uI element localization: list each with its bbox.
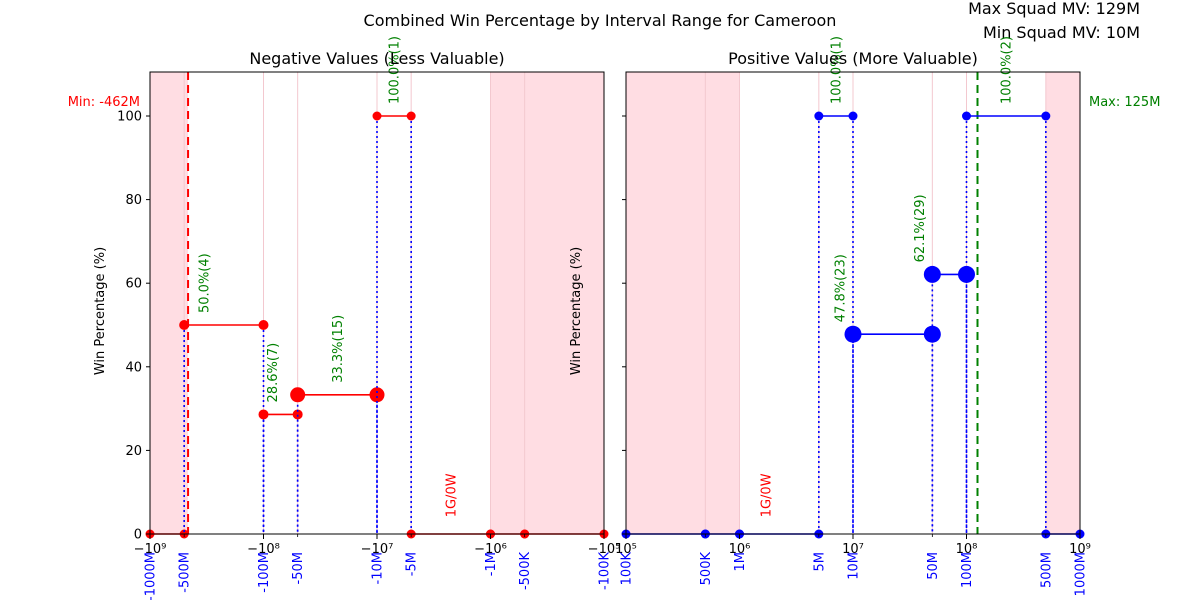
data-point bbox=[923, 265, 941, 283]
x-interval-tick-label: -10M bbox=[371, 552, 386, 584]
y-axis-label: Win Percentage (%) bbox=[93, 247, 108, 375]
x-interval-tick-label: 5M bbox=[812, 552, 827, 572]
data-label: 100.0%(1) bbox=[829, 36, 844, 104]
x-major-tick-label: 10⁸ bbox=[956, 542, 978, 557]
x-interval-tick-label: -500K bbox=[518, 552, 533, 591]
data-point bbox=[844, 325, 862, 343]
data-label: 33.3%(15) bbox=[331, 315, 346, 383]
data-point bbox=[258, 409, 269, 420]
x-interval-tick-label: 100K bbox=[620, 552, 635, 586]
x-interval-tick-label: -500M bbox=[178, 552, 193, 593]
y-tick-label: 80 bbox=[125, 193, 142, 208]
reference-line-label: Min: -462M bbox=[68, 95, 140, 110]
panel-title: Positive Values (More Valuable) bbox=[728, 49, 978, 68]
x-interval-tick-label: 50M bbox=[926, 552, 941, 580]
x-major-tick-label: −10⁵ bbox=[588, 542, 621, 557]
y-tick-label: 40 bbox=[125, 360, 142, 375]
x-major-tick-label: −10⁹ bbox=[134, 542, 167, 557]
data-label: 1G/0W bbox=[760, 473, 775, 517]
x-major-tick-label: −10⁸ bbox=[247, 542, 280, 557]
x-interval-tick-label: 500M bbox=[1039, 552, 1054, 588]
data-point bbox=[372, 111, 382, 121]
x-interval-tick-label: -5M bbox=[405, 552, 420, 576]
shaded-region bbox=[490, 72, 604, 534]
x-major-tick-label: 10⁷ bbox=[842, 542, 864, 557]
data-label: 50.0%(4) bbox=[197, 253, 212, 313]
panel-title: Negative Values (Less Valuable) bbox=[249, 49, 504, 68]
x-interval-tick-label: -1000M bbox=[144, 552, 159, 600]
data-label: 1G/0W bbox=[444, 473, 459, 517]
x-interval-tick-label: 1M bbox=[733, 552, 748, 572]
max-squad-mv: Max Squad MV: 129M bbox=[968, 0, 1140, 18]
data-label: 47.8%(23) bbox=[834, 254, 849, 322]
shaded-region bbox=[1045, 72, 1080, 534]
x-major-tick-label: −10⁶ bbox=[474, 542, 507, 557]
y-tick-label: 0 bbox=[134, 528, 142, 543]
data-label: 100.0%(1) bbox=[388, 36, 403, 104]
x-major-tick-label: 10⁶ bbox=[729, 542, 751, 557]
data-point bbox=[923, 325, 941, 343]
data-point bbox=[290, 387, 306, 403]
data-label: 100.0%(2) bbox=[1000, 36, 1015, 104]
figure-title: Combined Win Percentage by Interval Rang… bbox=[364, 11, 837, 30]
positive-values-panel: Max: 125M 1G/0W 100.0%(1) 47.8%(23) 62.1%(29… bbox=[569, 36, 1160, 596]
negative-values-panel: Min: -462M 50.0%(4) 28.6%(7) 33.3%(15) 100.0… bbox=[68, 36, 621, 600]
x-interval-tick-label: -100M bbox=[257, 552, 272, 593]
y-tick-label: 60 bbox=[125, 277, 142, 292]
x-major-tick-label: 10⁹ bbox=[1069, 542, 1091, 557]
x-major-tick-label: −10⁷ bbox=[361, 542, 394, 557]
data-point bbox=[258, 320, 269, 330]
data-label: 28.6%(7) bbox=[266, 343, 281, 403]
data-point bbox=[962, 111, 971, 121]
x-interval-tick-label: 1000M bbox=[1074, 552, 1089, 596]
data-label: 62.1%(29) bbox=[913, 194, 928, 262]
x-major-tick-label: 10⁵ bbox=[615, 542, 637, 557]
reference-line-label: Max: 125M bbox=[1089, 95, 1160, 110]
data-point bbox=[179, 320, 190, 330]
data-point bbox=[292, 409, 303, 420]
min-squad-mv: Min Squad MV: 10M bbox=[983, 23, 1140, 42]
y-tick-label: 100 bbox=[117, 110, 142, 125]
x-interval-tick-label: -100K bbox=[598, 552, 613, 591]
data-point bbox=[848, 111, 858, 121]
x-interval-tick-label: 10M bbox=[847, 552, 862, 580]
y-axis-label: Win Percentage (%) bbox=[569, 247, 584, 375]
shaded-region bbox=[626, 72, 740, 534]
data-point bbox=[814, 111, 824, 121]
x-interval-tick-label: 100M bbox=[960, 552, 975, 588]
x-interval-tick-label: -50M bbox=[291, 552, 306, 584]
data-point bbox=[958, 265, 975, 283]
x-interval-tick-label: -1M bbox=[484, 552, 499, 576]
data-point bbox=[406, 111, 416, 121]
x-interval-tick-label: 500K bbox=[699, 552, 714, 586]
data-point bbox=[1041, 111, 1051, 121]
y-tick-label: 20 bbox=[125, 444, 142, 459]
data-point bbox=[369, 387, 385, 403]
shaded-region bbox=[150, 72, 189, 534]
